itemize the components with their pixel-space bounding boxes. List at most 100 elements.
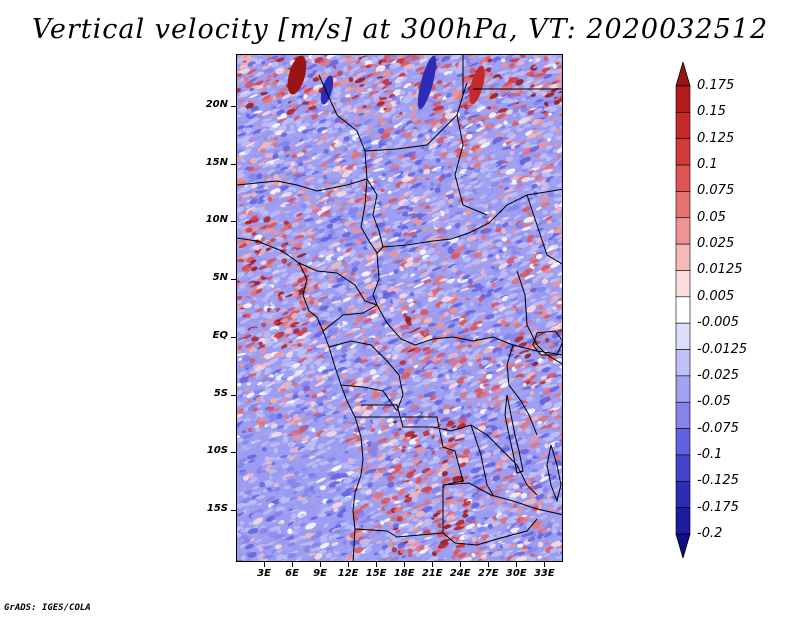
velocity-cell	[399, 103, 412, 111]
velocity-cell	[562, 130, 563, 136]
velocity-cell	[381, 72, 392, 78]
velocity-cell	[276, 55, 282, 56]
velocity-cell	[544, 92, 555, 98]
velocity-cell	[371, 92, 382, 98]
velocity-cell	[464, 72, 470, 77]
velocity-cell	[517, 70, 525, 77]
velocity-cell	[436, 62, 441, 66]
velocity-cell	[483, 109, 495, 114]
velocity-cell	[310, 93, 318, 97]
velocity-cell	[364, 114, 373, 121]
velocity-cell	[344, 55, 353, 57]
velocity-cell	[468, 57, 478, 63]
velocity-cell	[525, 55, 532, 58]
velocity-cell	[544, 106, 554, 111]
velocity-cell	[546, 69, 555, 75]
velocity-cell	[391, 118, 397, 123]
velocity-cell	[306, 64, 317, 71]
velocity-cell	[261, 118, 272, 122]
velocity-cell	[498, 69, 509, 75]
velocity-cell	[312, 77, 320, 82]
velocity-cell	[370, 71, 381, 77]
velocity-cell	[549, 107, 558, 113]
velocity-cell	[452, 55, 463, 59]
velocity-cell	[449, 104, 457, 109]
velocity-cell	[252, 63, 257, 67]
velocity-cell	[386, 58, 396, 63]
velocity-cell	[372, 119, 382, 126]
velocity-cell	[248, 113, 258, 120]
velocity-cell	[350, 66, 361, 72]
velocity-cell	[257, 94, 268, 101]
velocity-cell	[558, 89, 562, 94]
velocity-cell	[502, 116, 510, 121]
velocity-cell	[395, 114, 403, 119]
velocity-cell	[269, 93, 275, 98]
velocity-cell	[293, 108, 304, 113]
velocity-cell	[343, 84, 348, 88]
velocity-cell	[367, 77, 374, 82]
velocity-cell	[370, 63, 379, 67]
velocity-cell	[562, 275, 563, 281]
velocity-cell	[333, 86, 342, 93]
velocity-cell	[465, 104, 473, 108]
velocity-cell	[516, 61, 525, 66]
velocity-cell	[456, 118, 462, 122]
velocity-cell	[311, 108, 320, 114]
velocity-cell	[366, 105, 373, 109]
velocity-cell	[270, 113, 278, 119]
velocity-cell	[388, 55, 400, 58]
velocity-cell	[352, 97, 360, 101]
velocity-cell	[388, 118, 393, 125]
velocity-cell	[508, 92, 520, 99]
velocity-cell	[562, 170, 563, 177]
velocity-cell	[456, 73, 464, 78]
velocity-cell	[337, 70, 343, 76]
velocity-cell	[272, 80, 278, 87]
velocity-cell	[412, 56, 420, 62]
velocity-cell	[450, 72, 456, 78]
velocity-cell	[452, 97, 458, 102]
velocity-cell	[434, 97, 443, 102]
velocity-cell	[432, 101, 442, 107]
velocity-cell	[479, 108, 489, 114]
velocity-cell	[307, 73, 315, 79]
velocity-cell	[376, 86, 382, 92]
velocity-cell	[489, 72, 494, 78]
velocity-cell	[277, 99, 282, 104]
velocity-cell	[514, 65, 523, 69]
velocity-cell	[254, 100, 262, 106]
velocity-cell	[471, 101, 481, 106]
velocity-cell	[527, 90, 533, 97]
velocity-cell	[472, 108, 479, 112]
velocity-cell	[529, 84, 535, 88]
velocity-cell	[392, 68, 401, 75]
velocity-cell	[391, 72, 401, 78]
velocity-cell	[260, 106, 267, 111]
velocity-cell	[347, 86, 356, 92]
velocity-cell	[320, 60, 332, 67]
velocity-cell	[355, 87, 365, 94]
velocity-cell	[348, 72, 354, 76]
velocity-cell	[503, 73, 511, 79]
velocity-cell	[530, 93, 536, 97]
velocity-cell	[261, 73, 269, 78]
velocity-cell	[421, 102, 433, 108]
velocity-cell	[544, 101, 549, 107]
velocity-cell	[267, 79, 277, 84]
velocity-cell	[303, 87, 314, 93]
velocity-cell	[378, 88, 389, 93]
velocity-cell	[446, 86, 457, 92]
velocity-cell	[382, 58, 387, 62]
velocity-cell	[405, 56, 414, 62]
velocity-cell	[259, 105, 264, 108]
velocity-cell	[328, 113, 338, 119]
velocity-cell	[384, 107, 393, 113]
velocity-cell	[276, 82, 281, 87]
velocity-cell	[341, 105, 352, 112]
velocity-cell	[407, 111, 417, 118]
velocity-cell	[237, 73, 243, 77]
velocity-cell	[481, 97, 489, 102]
velocity-cell	[527, 97, 537, 104]
velocity-cell	[371, 57, 379, 64]
